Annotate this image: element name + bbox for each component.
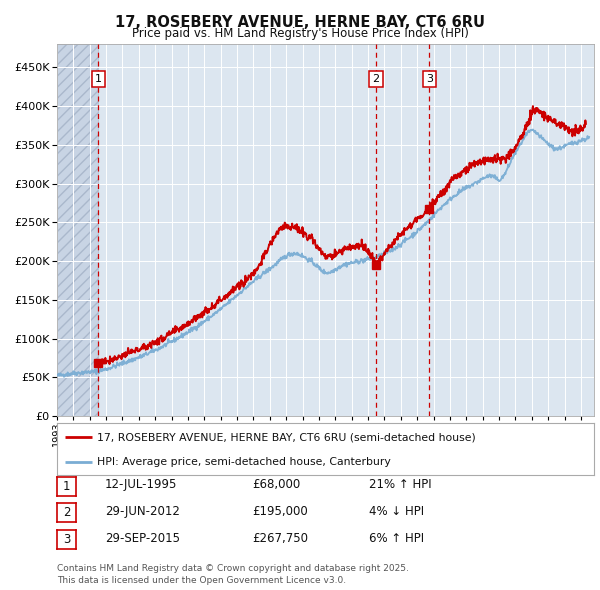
Text: 12-JUL-1995: 12-JUL-1995 [105, 478, 178, 491]
Text: 6% ↑ HPI: 6% ↑ HPI [369, 532, 424, 545]
Text: 3: 3 [426, 74, 433, 84]
Text: £267,750: £267,750 [252, 532, 308, 545]
Text: Contains HM Land Registry data © Crown copyright and database right 2025.
This d: Contains HM Land Registry data © Crown c… [57, 565, 409, 585]
Text: 21% ↑ HPI: 21% ↑ HPI [369, 478, 431, 491]
Text: 2: 2 [373, 74, 380, 84]
Text: 1: 1 [63, 480, 70, 493]
Bar [57, 44, 98, 416]
Text: £195,000: £195,000 [252, 505, 308, 518]
Text: £68,000: £68,000 [252, 478, 300, 491]
Text: 1: 1 [95, 74, 102, 84]
Bar [57, 44, 98, 416]
Text: 29-SEP-2015: 29-SEP-2015 [105, 532, 180, 545]
Text: 4% ↓ HPI: 4% ↓ HPI [369, 505, 424, 518]
Text: 17, ROSEBERY AVENUE, HERNE BAY, CT6 6RU: 17, ROSEBERY AVENUE, HERNE BAY, CT6 6RU [115, 15, 485, 30]
Text: Price paid vs. HM Land Registry's House Price Index (HPI): Price paid vs. HM Land Registry's House … [131, 27, 469, 40]
Text: 2: 2 [63, 506, 70, 519]
Text: 29-JUN-2012: 29-JUN-2012 [105, 505, 180, 518]
Text: HPI: Average price, semi-detached house, Canterbury: HPI: Average price, semi-detached house,… [97, 457, 391, 467]
Text: 3: 3 [63, 533, 70, 546]
Text: 17, ROSEBERY AVENUE, HERNE BAY, CT6 6RU (semi-detached house): 17, ROSEBERY AVENUE, HERNE BAY, CT6 6RU … [97, 432, 476, 442]
